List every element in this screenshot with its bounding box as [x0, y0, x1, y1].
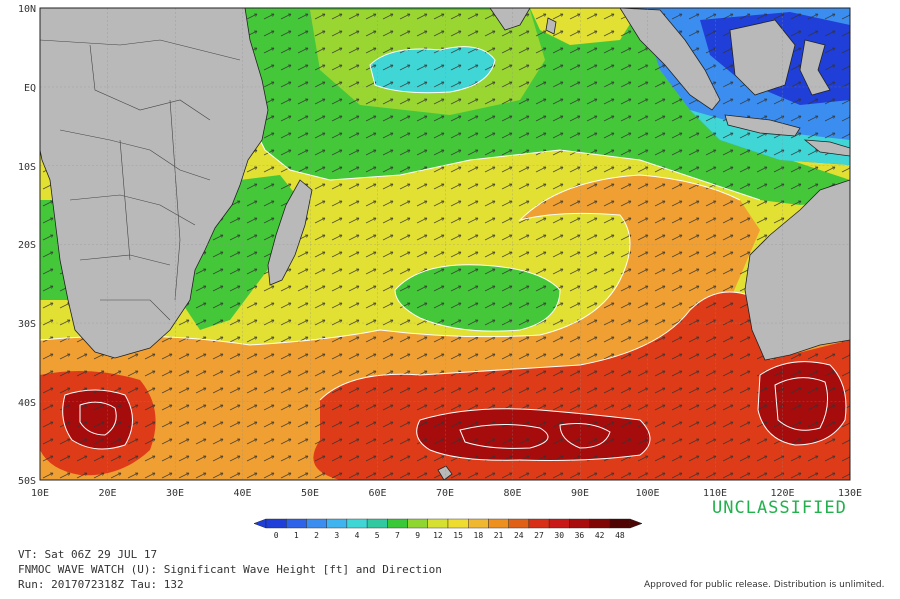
classification-marking: UNCLASSIFIED	[712, 498, 847, 518]
colorbar-arrow-right	[629, 518, 643, 529]
colorbar: 0 1 2 3 4 5 7 9 12 15 18 21 24 27 30 36 42 48	[253, 518, 643, 540]
colorbar-label: 12	[433, 531, 443, 540]
lon-label: 110E	[703, 488, 727, 499]
colorbar-label: 18	[474, 531, 484, 540]
colorbar-swatch	[548, 518, 570, 529]
colorbar-swatch	[508, 518, 530, 529]
colorbar-swatch	[407, 518, 428, 529]
colorbar-label: 48	[615, 531, 625, 540]
colorbar-swatch	[366, 518, 388, 529]
lon-label: 80E	[503, 488, 521, 499]
lon-label: 120E	[770, 488, 794, 499]
product-title: FNMOC WAVE WATCH (U): Significant Wave H…	[18, 563, 442, 576]
lon-label: 30E	[166, 488, 184, 499]
colorbar-swatch	[387, 518, 408, 529]
lat-label: EQ	[24, 83, 36, 94]
colorbar-swatch	[265, 518, 287, 529]
map-frame	[39, 7, 851, 481]
colorbar-swatch	[569, 518, 590, 529]
colorbar-label: 7	[395, 531, 400, 540]
run-info: Run: 2017072318Z Tau: 132	[18, 578, 184, 591]
lon-label: 100E	[635, 488, 659, 499]
colorbar-label: 36	[575, 531, 585, 540]
lat-label: 20S	[18, 240, 36, 251]
lon-label: 50E	[301, 488, 319, 499]
lat-label: 30S	[18, 319, 36, 330]
lon-label: 10E	[31, 488, 49, 499]
colorbar-swatch	[589, 518, 610, 529]
colorbar-label: 3	[334, 531, 339, 540]
lon-label: 130E	[838, 488, 862, 499]
colorbar-swatch	[488, 518, 509, 529]
colorbar-swatch	[326, 518, 348, 529]
colorbar-swatch	[528, 518, 550, 529]
graticule	[40, 8, 850, 480]
lat-label: 10S	[18, 162, 36, 173]
release-statement: Approved for public release. Distributio…	[644, 580, 885, 590]
lat-label: 50S	[18, 476, 36, 487]
valid-time: VT: Sat 06Z 29 JUL 17	[18, 548, 158, 561]
colorbar-label: 5	[375, 531, 380, 540]
colorbar-swatch	[286, 518, 307, 529]
colorbar-label: 30	[554, 531, 564, 540]
colorbar-label: 0	[274, 531, 279, 540]
colorbar-label: 9	[415, 531, 420, 540]
lon-label: 90E	[571, 488, 589, 499]
colorbar-swatch	[447, 518, 469, 529]
colorbar-arrow-left	[253, 518, 267, 529]
colorbar-swatch	[427, 518, 449, 529]
colorbar-label: 2	[314, 531, 319, 540]
colorbar-label: 1	[294, 531, 299, 540]
lon-label: 60E	[368, 488, 386, 499]
colorbar-swatch	[468, 518, 489, 529]
colorbar-label: 42	[595, 531, 605, 540]
colorbar-label: 15	[453, 531, 463, 540]
colorbar-label: 27	[534, 531, 544, 540]
latitude-labels: 10N EQ 10S 20S 30S 40S 50S	[18, 4, 36, 487]
colorbar-swatch	[306, 518, 327, 529]
lon-label: 40E	[233, 488, 251, 499]
colorbar-label: 24	[514, 531, 524, 540]
longitude-labels: 10E 20E 30E 40E 50E 60E 70E 80E 90E 100E…	[31, 488, 862, 499]
colorbar-label: 4	[355, 531, 360, 540]
colorbar-swatch	[609, 518, 631, 529]
colorbar-swatch	[346, 518, 368, 529]
colorbar-label: 21	[494, 531, 504, 540]
lat-label: 40S	[18, 398, 36, 409]
lon-label: 70E	[436, 488, 454, 499]
lon-label: 20E	[98, 488, 116, 499]
lat-label: 10N	[18, 4, 36, 15]
